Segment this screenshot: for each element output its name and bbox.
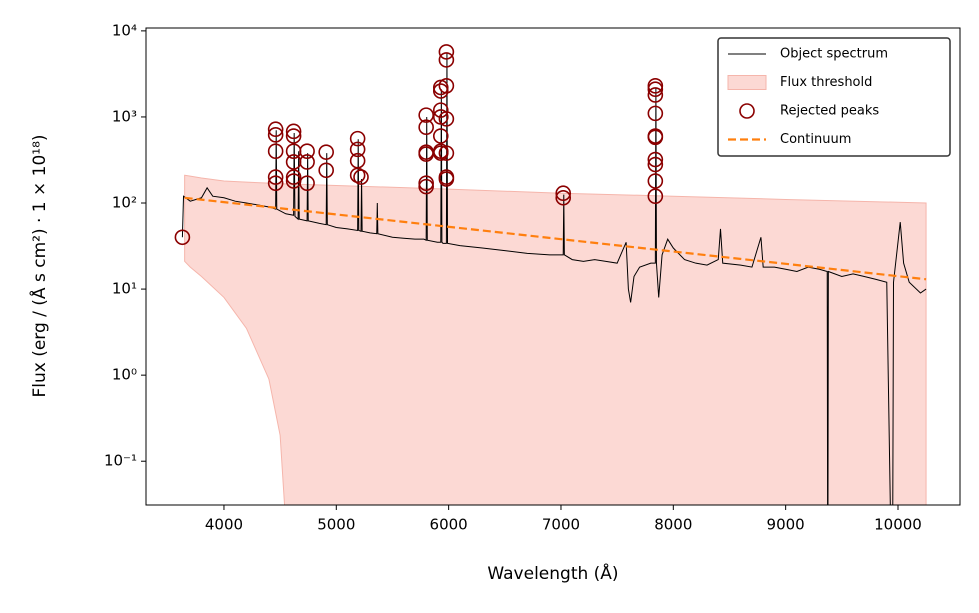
axes-frame — [145, 27, 961, 506]
rejected-peak — [267, 175, 284, 191]
y-axis-label: Flux (erg / (Å s cm²) · 1 × 10¹⁸) — [28, 134, 50, 397]
legend-swatch — [727, 75, 767, 90]
rejected-peak — [418, 178, 434, 195]
x-tick-label: 7000 — [542, 516, 580, 534]
legend-label: Flux threshold — [780, 75, 872, 90]
legend-frame — [717, 37, 951, 157]
rejected-peak — [647, 173, 664, 189]
rejected-peak — [267, 143, 284, 159]
rejected-peak — [647, 81, 664, 98]
y-tick-label: 10² — [112, 194, 137, 212]
rejected-peak — [647, 156, 664, 173]
plot-area — [174, 44, 927, 505]
rejected-peak — [349, 141, 366, 158]
rejected-peak — [267, 121, 284, 138]
rejected-peak — [438, 44, 455, 60]
rejected-peak — [647, 87, 664, 103]
y-tick-label: 10⁴ — [112, 21, 137, 39]
rejected-peak — [299, 154, 315, 170]
x-tick-label: 8000 — [654, 516, 692, 534]
rejected-peak — [267, 169, 284, 185]
rejected-peak — [438, 52, 455, 68]
legend-label: Object spectrum — [780, 47, 888, 62]
x-tick-label: 4000 — [205, 516, 243, 534]
rejected-peak — [318, 144, 334, 160]
legend: Object spectrum Flux threshold Rejected pe… — [717, 37, 951, 157]
rejected-peak — [174, 229, 191, 246]
rejected-peak — [432, 145, 449, 161]
rejected-peak — [318, 162, 334, 179]
rejected-peak — [285, 169, 302, 185]
y-tick-label: 10⁻¹ — [104, 452, 137, 470]
rejected-peak — [299, 143, 315, 159]
rejected-peak — [418, 119, 434, 136]
legend-swatch — [739, 103, 755, 119]
rejected-peak — [438, 145, 455, 161]
rejected-peak — [438, 111, 455, 127]
legend-label: Rejected peaks — [780, 104, 879, 119]
y-tick-label: 10³ — [112, 107, 137, 125]
rejected-peak — [432, 128, 449, 144]
y-tick-label: 10¹ — [112, 280, 137, 298]
rejected-peak — [349, 167, 366, 184]
rejected-peak — [647, 151, 664, 168]
rejected-peak — [555, 185, 572, 202]
rejected-peak — [438, 171, 455, 187]
rejected-peak — [353, 169, 369, 185]
x-tick-label: 10000 — [874, 516, 922, 534]
x-tick-label: 5000 — [317, 516, 355, 534]
continuum-line — [184, 196, 927, 281]
x-tick-label: 9000 — [767, 516, 805, 534]
rejected-peak — [418, 107, 434, 123]
rejected-peak — [349, 130, 366, 147]
rejected-peak — [432, 83, 449, 99]
rejected-peak — [267, 127, 284, 143]
rejected-peak — [555, 189, 572, 206]
rejected-peak — [432, 102, 449, 118]
rejected-peak — [438, 78, 455, 94]
rejected-peak — [647, 188, 664, 204]
rejected-peak — [285, 128, 302, 144]
rejected-peak — [299, 175, 315, 191]
rejected-peak — [647, 129, 664, 146]
rejected-peak — [647, 105, 664, 122]
x-axis-label: Wavelength (Å) — [487, 562, 618, 584]
rejected-peak — [418, 175, 434, 191]
y-tick-label: 10⁰ — [112, 366, 137, 384]
x-tick-label: 6000 — [430, 516, 468, 534]
threshold-band — [184, 174, 927, 505]
legend-label: Continuum — [780, 132, 851, 147]
rejected-peak — [285, 123, 302, 140]
